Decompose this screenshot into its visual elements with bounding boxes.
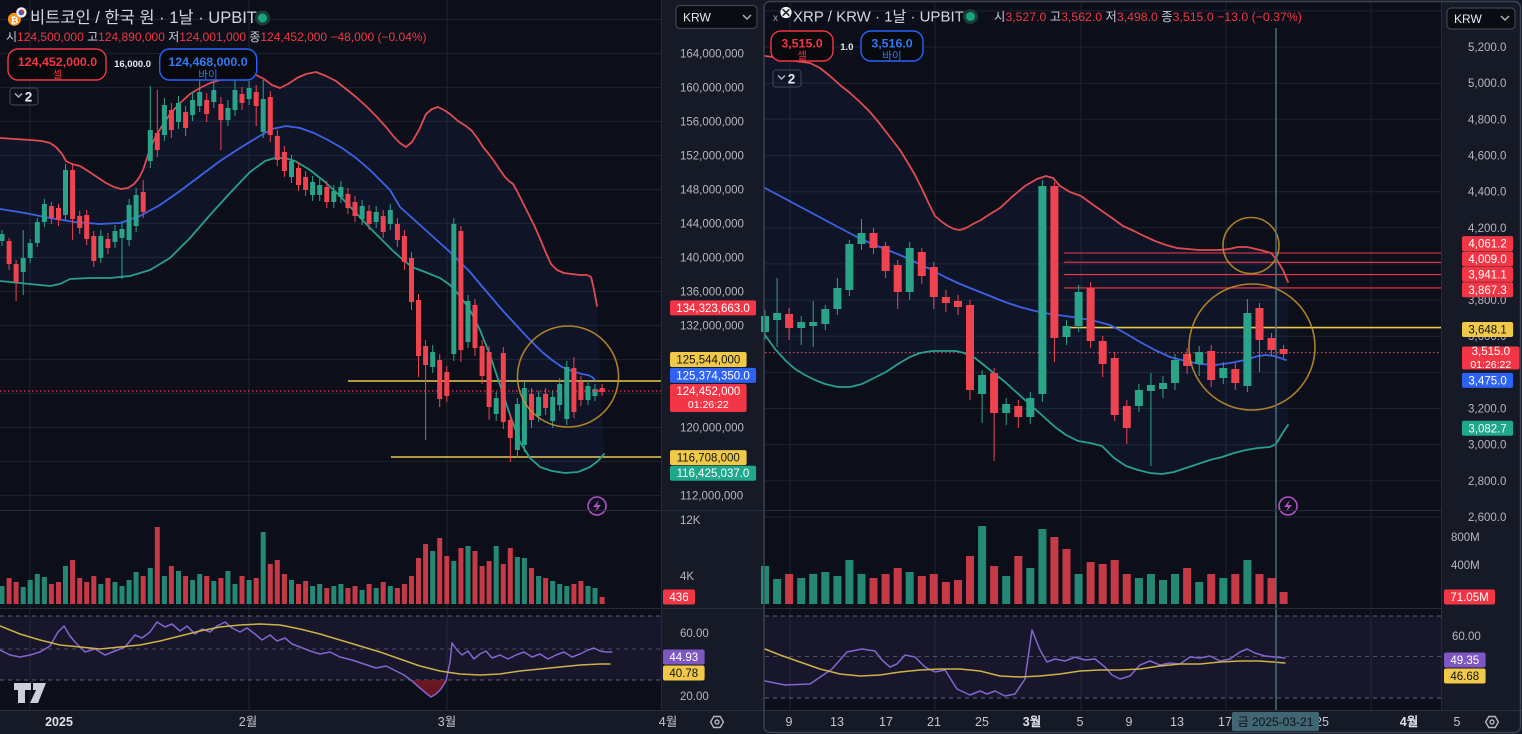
svg-text:140,000,000: 140,000,000 — [680, 252, 744, 264]
svg-text:3,515.0: 3,515.0 — [1472, 346, 1510, 358]
svg-text:2,800.0: 2,800.0 — [1468, 476, 1506, 488]
svg-text:5,000.0: 5,000.0 — [1468, 78, 1506, 90]
svg-text:132,000,000: 132,000,000 — [680, 320, 744, 332]
svg-text:01:26:22: 01:26:22 — [688, 399, 729, 411]
svg-text:12K: 12K — [680, 515, 701, 527]
svg-text:2: 2 — [788, 72, 796, 87]
svg-text:XRP / KRW · 1날 · UPBIT: XRP / KRW · 1날 · UPBIT — [793, 9, 964, 26]
svg-text:144,000,000: 144,000,000 — [680, 218, 744, 230]
svg-text:바이: 바이 — [882, 50, 901, 62]
svg-text:3,941.1: 3,941.1 — [1468, 269, 1506, 281]
svg-text:164,000,000: 164,000,000 — [680, 48, 744, 60]
svg-text:60.00: 60.00 — [1452, 631, 1481, 643]
svg-text:9: 9 — [1126, 715, 1133, 729]
svg-text:3,800.0: 3,800.0 — [1468, 295, 1506, 307]
svg-text:120,000,000: 120,000,000 — [680, 423, 744, 435]
svg-text:148,000,000: 148,000,000 — [680, 184, 744, 196]
svg-text:셀: 셀 — [797, 50, 807, 62]
svg-text:4월: 4월 — [1400, 714, 1418, 729]
svg-text:비트코인 / 한국 원 · 1날 · UPBIT: 비트코인 / 한국 원 · 1날 · UPBIT — [30, 8, 257, 27]
svg-text:01:26:22: 01:26:22 — [1470, 359, 1511, 371]
svg-text:46.68: 46.68 — [1450, 671, 1479, 683]
svg-text:124,452,000: 124,452,000 — [676, 386, 740, 398]
svg-text:160,000,000: 160,000,000 — [680, 82, 744, 94]
svg-text:2: 2 — [25, 90, 33, 105]
svg-text:800M: 800M — [1451, 532, 1480, 544]
svg-text:156,000,000: 156,000,000 — [680, 116, 744, 128]
svg-text:17: 17 — [1218, 715, 1232, 729]
svg-text:136,000,000: 136,000,000 — [680, 286, 744, 298]
svg-text:3,516.0: 3,516.0 — [871, 37, 912, 51]
svg-text:2025: 2025 — [45, 715, 73, 729]
svg-text:4월: 4월 — [659, 715, 677, 729]
svg-text:125,544,000: 125,544,000 — [676, 355, 740, 367]
svg-text:25: 25 — [975, 715, 989, 729]
svg-text:금 2025-03-21: 금 2025-03-21 — [1238, 715, 1314, 729]
svg-text:5: 5 — [1077, 715, 1084, 729]
svg-text:바이: 바이 — [198, 69, 217, 81]
svg-text:4K: 4K — [680, 571, 694, 583]
svg-text:49.35: 49.35 — [1450, 655, 1479, 667]
svg-text:20.00: 20.00 — [680, 691, 709, 703]
svg-text:KRW: KRW — [683, 11, 711, 25]
svg-text:4,200.0: 4,200.0 — [1468, 223, 1506, 235]
svg-text:1.0: 1.0 — [840, 42, 853, 53]
svg-text:16,000.0: 16,000.0 — [114, 59, 151, 70]
svg-text:112,000,000: 112,000,000 — [680, 490, 743, 502]
svg-text:3,082.7: 3,082.7 — [1468, 423, 1506, 435]
svg-text:2월: 2월 — [239, 715, 257, 729]
svg-text:13: 13 — [830, 715, 844, 729]
svg-text:셀: 셀 — [53, 69, 63, 81]
svg-text:400M: 400M — [1451, 560, 1480, 572]
svg-text:40.78: 40.78 — [669, 668, 698, 680]
svg-text:3,648.1: 3,648.1 — [1468, 325, 1506, 337]
svg-text:KRW: KRW — [1454, 12, 1482, 26]
svg-text:9: 9 — [786, 715, 793, 729]
svg-text:21: 21 — [927, 715, 941, 729]
svg-text:60.00: 60.00 — [680, 628, 709, 640]
svg-text:13: 13 — [1170, 715, 1184, 729]
svg-text:116,708,000: 116,708,000 — [677, 453, 740, 465]
svg-text:시124,500,000 고124,890,000 저124: 시124,500,000 고124,890,000 저124,001,000 종… — [6, 30, 427, 44]
svg-text:x: x — [773, 13, 778, 24]
svg-text:116,425,037.0: 116,425,037.0 — [677, 468, 750, 480]
svg-text:436: 436 — [669, 592, 688, 604]
svg-text:₿: ₿ — [11, 15, 19, 26]
svg-text:4,800.0: 4,800.0 — [1468, 114, 1506, 126]
svg-text:44.93: 44.93 — [669, 652, 698, 664]
svg-text:5,200.0: 5,200.0 — [1468, 42, 1506, 54]
svg-text:5: 5 — [1454, 715, 1461, 729]
svg-text:124,452,000.0: 124,452,000.0 — [18, 55, 97, 69]
svg-text:2,600.0: 2,600.0 — [1468, 512, 1506, 524]
svg-text:71.05M: 71.05M — [1450, 592, 1488, 604]
svg-text:3,515.0: 3,515.0 — [781, 37, 822, 51]
svg-text:134,323,663.0: 134,323,663.0 — [676, 303, 750, 315]
svg-text:3월: 3월 — [438, 715, 456, 729]
svg-text:125,374,350.0: 125,374,350.0 — [676, 370, 750, 382]
svg-text:124,468,000.0: 124,468,000.0 — [168, 55, 247, 69]
svg-text:17: 17 — [879, 715, 893, 729]
svg-text:3월: 3월 — [1023, 714, 1041, 729]
svg-text:시3,527.0 고3,562.0 저3,498.0 종3,: 시3,527.0 고3,562.0 저3,498.0 종3,515.0 −13.… — [994, 10, 1302, 24]
svg-text:3,475.0: 3,475.0 — [1468, 375, 1506, 387]
svg-text:3,200.0: 3,200.0 — [1468, 404, 1506, 416]
svg-text:4,400.0: 4,400.0 — [1468, 187, 1506, 199]
svg-text:4,061.2: 4,061.2 — [1468, 239, 1506, 251]
svg-text:4,600.0: 4,600.0 — [1468, 151, 1506, 163]
svg-text:152,000,000: 152,000,000 — [680, 150, 744, 162]
svg-text:3,867.3: 3,867.3 — [1468, 285, 1506, 297]
svg-text:4,009.0: 4,009.0 — [1468, 254, 1506, 266]
svg-text:3,000.0: 3,000.0 — [1468, 440, 1506, 452]
